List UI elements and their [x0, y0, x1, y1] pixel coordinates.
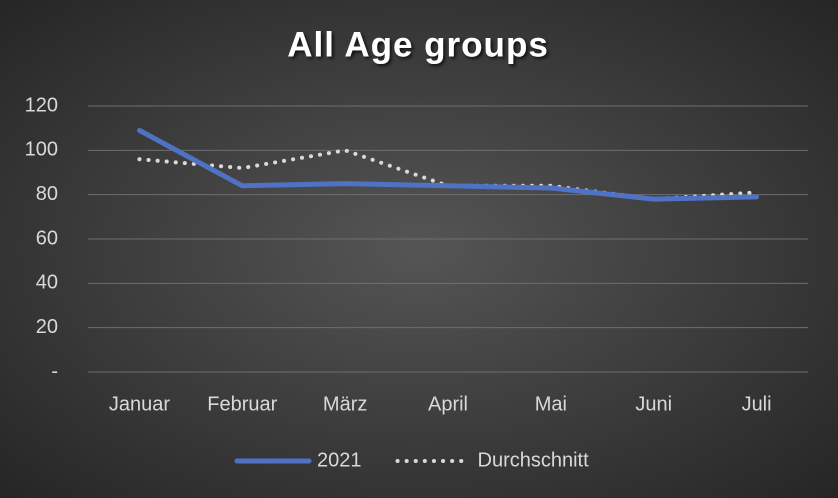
- y-tick-label: -: [51, 360, 58, 382]
- chart-title: All Age groups: [287, 25, 549, 64]
- y-tick-label: 20: [36, 316, 58, 338]
- x-tick-label: März: [323, 393, 367, 415]
- series-line: [136, 127, 760, 202]
- legend-label: 2021: [317, 449, 362, 471]
- x-tick-label: Januar: [109, 393, 170, 415]
- y-tick-label: 60: [36, 227, 58, 249]
- x-tick-label: Juli: [742, 393, 772, 415]
- x-tick-label: Juni: [635, 393, 672, 415]
- y-tick-label: 80: [36, 183, 58, 205]
- y-tick-label: 100: [25, 139, 58, 161]
- y-tick-label: 40: [36, 272, 58, 294]
- x-tick-label: Mai: [535, 393, 567, 415]
- x-tick-label: Februar: [207, 393, 277, 415]
- y-tick-label: 120: [25, 94, 58, 116]
- legend-label: Durchschnitt: [478, 449, 590, 471]
- x-tick-label: April: [428, 393, 468, 415]
